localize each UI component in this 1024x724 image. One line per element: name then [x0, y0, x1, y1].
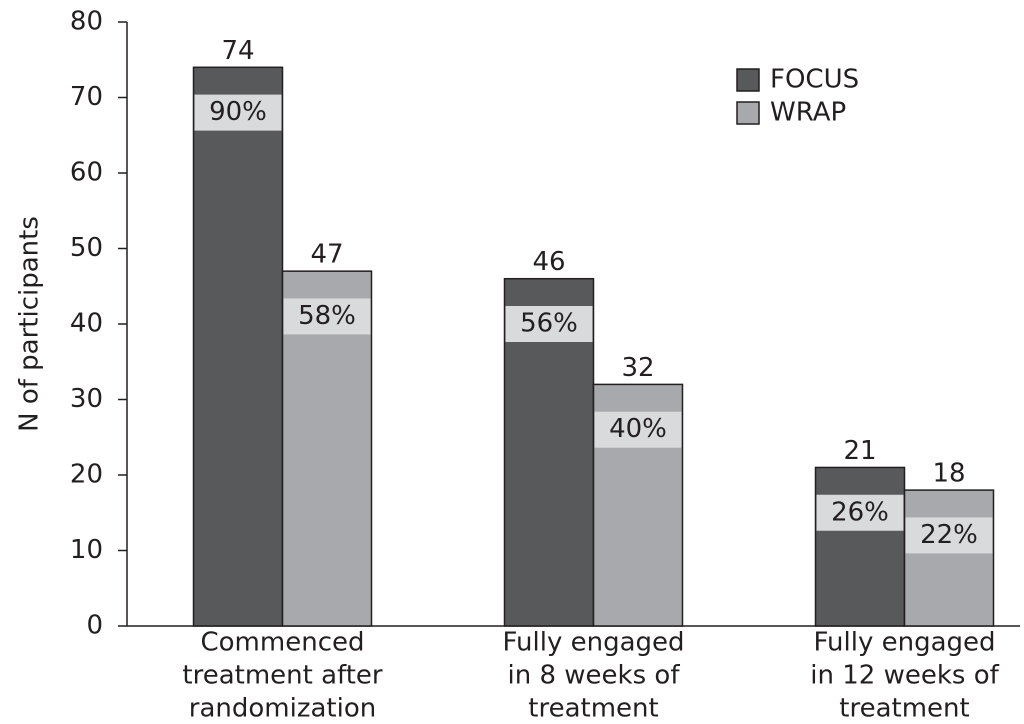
value-label: 21	[843, 436, 876, 466]
percentage-box	[905, 517, 993, 554]
percentage-label: 22%	[920, 520, 978, 550]
percentage-box	[194, 94, 282, 131]
percentage-label: 58%	[298, 301, 356, 331]
y-tick-label: 80	[70, 7, 103, 37]
value-label: 18	[932, 459, 965, 489]
legend-label: WRAP	[770, 98, 846, 128]
percentage-label: 26%	[831, 497, 889, 527]
y-tick-label: 60	[70, 158, 103, 188]
y-tick-label: 50	[70, 233, 103, 263]
y-tick-label: 30	[70, 384, 103, 414]
bar	[903, 489, 995, 627]
percentage-label: 90%	[209, 97, 267, 127]
y-tick-label: 40	[70, 309, 103, 339]
value-label: 74	[221, 36, 254, 66]
percentage-box	[283, 298, 371, 335]
y-tick-label: 10	[70, 535, 103, 565]
x-tick-label: treatment	[528, 694, 658, 724]
x-tick-label: Fully engaged	[502, 628, 684, 658]
y-tick-label: 70	[70, 82, 103, 112]
value-label: 47	[310, 240, 343, 270]
percentage-label: 56%	[520, 309, 578, 339]
legend-swatch	[736, 101, 760, 125]
legend-label: FOCUS	[770, 65, 859, 95]
x-tick-label: Commenced	[201, 628, 365, 658]
percentage-label: 40%	[609, 414, 667, 444]
x-tick-label: randomization	[189, 694, 376, 724]
bar	[192, 66, 284, 627]
percentage-box	[594, 411, 682, 448]
percentage-box	[816, 494, 904, 531]
legend-swatch	[736, 68, 760, 92]
x-tick-label: treatment after	[182, 661, 383, 691]
y-tick-label: 0	[86, 611, 103, 641]
x-tick-label: in 12 weeks of	[810, 661, 999, 691]
x-tick-label: treatment	[839, 694, 969, 724]
bar	[814, 466, 906, 627]
x-tick-label: Fully engaged	[813, 628, 995, 658]
y-tick-label: 20	[70, 460, 103, 490]
x-tick-label: in 8 weeks of	[508, 661, 681, 691]
y-axis-label: N of participants	[15, 216, 45, 432]
value-label: 46	[532, 247, 565, 277]
value-label: 32	[621, 353, 654, 383]
percentage-box	[505, 306, 593, 342]
